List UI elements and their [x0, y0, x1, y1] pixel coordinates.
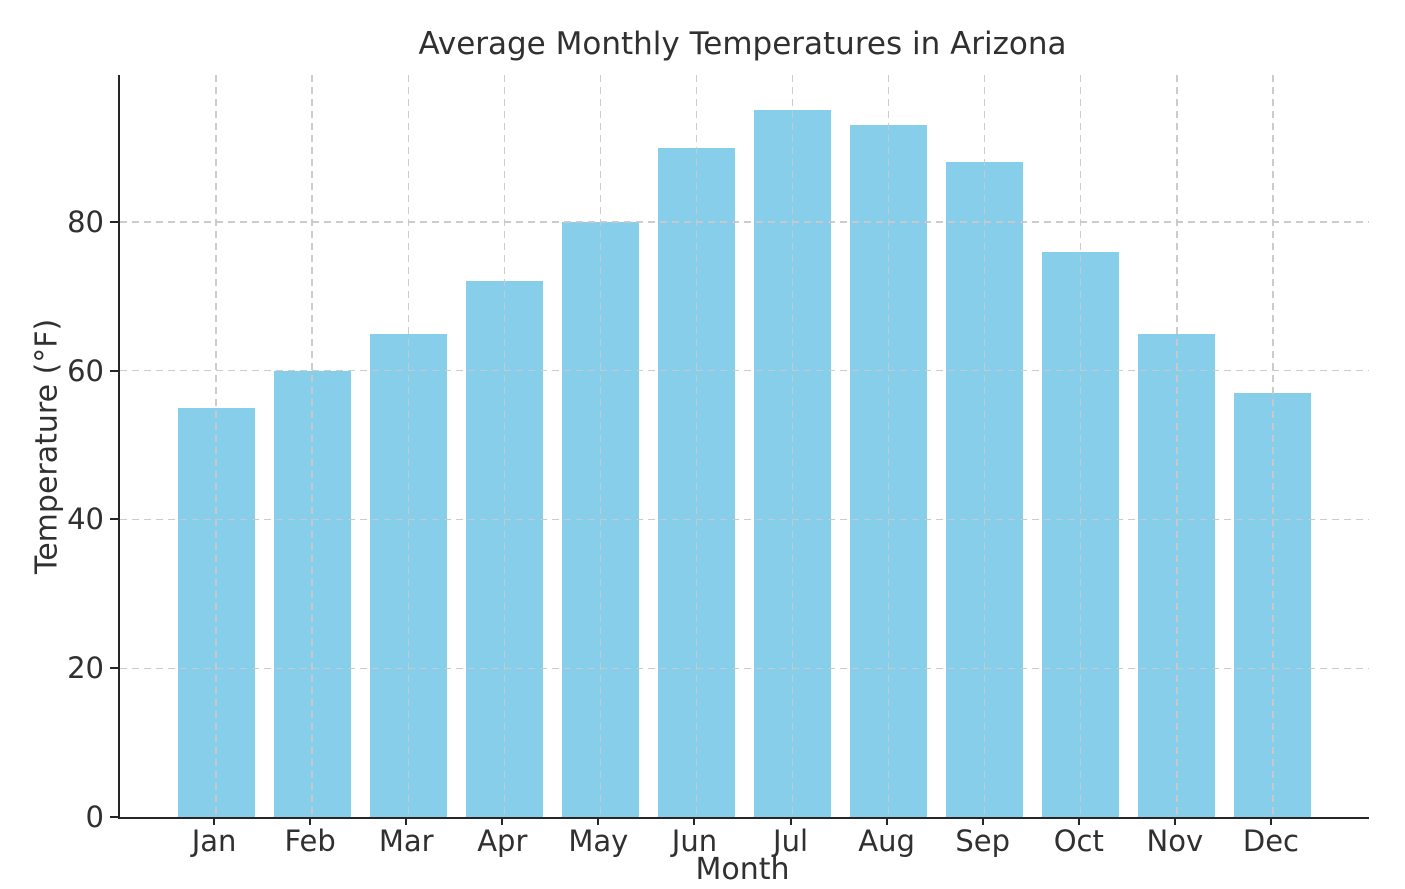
- x-tick-label-sep: Sep: [955, 824, 1011, 858]
- y-axis-label: Temperature (°F): [29, 318, 65, 574]
- vertical-gridline-jun: [695, 75, 698, 817]
- x-tick-mark-feb: [309, 817, 312, 825]
- x-tick-mark-may: [597, 817, 600, 825]
- vertical-gridline-jan: [215, 75, 217, 817]
- vertical-gridline-apr: [503, 75, 505, 817]
- x-tick-label-aug: Aug: [858, 824, 915, 858]
- horizontal-gridline-60: [120, 369, 1369, 372]
- vertical-gridline-nov: [1176, 75, 1178, 817]
- vertical-gridline-aug: [887, 75, 890, 817]
- y-tick-label-20: 20: [67, 651, 104, 686]
- x-tick-label-mar: Mar: [378, 824, 434, 858]
- x-tick-mark-jan: [213, 817, 216, 825]
- y-tick-mark-40: [110, 518, 118, 521]
- vertical-gridline-feb: [311, 75, 313, 817]
- y-tick-label-0: 0: [85, 800, 104, 834]
- x-tick-mark-sep: [981, 817, 984, 825]
- x-tick-mark-apr: [501, 817, 504, 825]
- x-tick-mark-dec: [1269, 817, 1272, 825]
- x-tick-label-feb: Feb: [284, 824, 336, 858]
- x-tick-label-may: May: [568, 824, 629, 858]
- x-tick-label-nov: Nov: [1146, 824, 1204, 858]
- x-tick-label-dec: Dec: [1242, 824, 1299, 858]
- vertical-gridline-oct: [1080, 75, 1082, 817]
- x-tick-label-apr: Apr: [477, 824, 528, 858]
- plot-area: [118, 75, 1369, 819]
- x-tick-mark-nov: [1173, 817, 1176, 825]
- x-tick-label-jan: Jan: [191, 824, 237, 858]
- x-tick-label-oct: Oct: [1053, 824, 1104, 858]
- x-tick-label-jul: Jul: [773, 824, 809, 858]
- y-tick-mark-60: [110, 369, 118, 372]
- y-tick-mark-20: [110, 667, 118, 670]
- x-tick-label-jun: Jun: [671, 824, 718, 858]
- x-tick-mark-jul: [789, 817, 792, 825]
- horizontal-gridline-40: [120, 518, 1369, 521]
- y-tick-label-80: 80: [67, 204, 104, 239]
- x-axis-label: Month: [695, 852, 790, 887]
- y-tick-mark-80: [110, 220, 118, 223]
- chart-title: Average Monthly Temperatures in Arizona: [418, 26, 1067, 62]
- horizontal-gridline-20: [120, 667, 1369, 669]
- vertical-gridline-mar: [407, 75, 409, 817]
- vertical-gridline-jul: [791, 75, 794, 817]
- y-tick-label-60: 60: [67, 353, 104, 388]
- x-tick-mark-jun: [693, 817, 696, 825]
- x-tick-mark-oct: [1077, 817, 1080, 825]
- x-tick-mark-mar: [405, 817, 408, 825]
- y-tick-label-40: 40: [67, 502, 104, 537]
- vertical-gridline-may: [599, 75, 602, 817]
- x-tick-mark-aug: [885, 817, 888, 825]
- vertical-gridline-sep: [983, 75, 986, 817]
- vertical-gridline-dec: [1272, 75, 1274, 817]
- horizontal-gridline-80: [120, 221, 1369, 223]
- y-tick-mark-0: [110, 816, 118, 818]
